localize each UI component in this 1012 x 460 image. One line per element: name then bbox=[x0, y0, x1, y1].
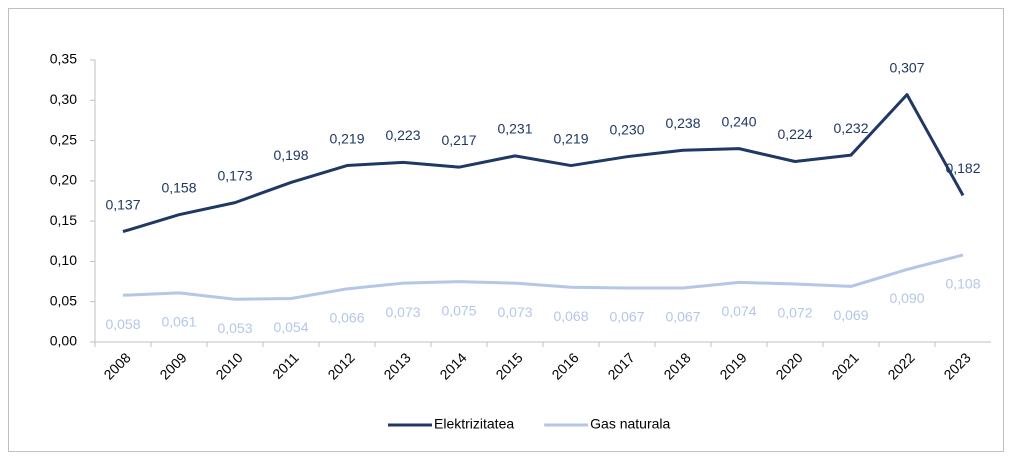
y-tick-label: 0,15 bbox=[50, 212, 77, 228]
series-line bbox=[122, 253, 964, 301]
data-label: 0,069 bbox=[833, 307, 868, 323]
data-label: 0,224 bbox=[777, 126, 812, 142]
series-line bbox=[122, 93, 965, 234]
data-label: 0,158 bbox=[161, 179, 196, 195]
y-tick-label: 0,30 bbox=[50, 91, 77, 107]
data-label: 0,068 bbox=[553, 308, 588, 324]
data-label: 0,108 bbox=[945, 276, 980, 292]
data-label: 0,067 bbox=[665, 309, 700, 325]
data-label: 0,137 bbox=[105, 196, 140, 212]
y-tick-label: 0,20 bbox=[50, 172, 77, 188]
data-label: 0,067 bbox=[609, 309, 644, 325]
data-label: 0,219 bbox=[553, 130, 588, 146]
data-label: 0,074 bbox=[721, 303, 756, 319]
legend-label: Gas naturala bbox=[590, 416, 670, 432]
data-label: 0,217 bbox=[441, 132, 476, 148]
y-tick-label: 0,25 bbox=[50, 131, 77, 147]
data-label: 0,072 bbox=[777, 305, 812, 321]
data-label: 0,058 bbox=[105, 316, 140, 332]
data-label: 0,054 bbox=[273, 319, 308, 335]
data-label: 0,232 bbox=[833, 120, 868, 136]
data-label: 0,075 bbox=[441, 302, 476, 318]
y-tick-label: 0,00 bbox=[50, 333, 77, 349]
data-label: 0,219 bbox=[329, 130, 364, 146]
data-label: 0,053 bbox=[217, 320, 252, 336]
chart-frame bbox=[8, 8, 1004, 452]
y-tick-label: 0,35 bbox=[50, 51, 77, 67]
data-label: 0,182 bbox=[945, 160, 980, 176]
data-label: 0,073 bbox=[497, 304, 532, 320]
data-label: 0,231 bbox=[497, 121, 532, 137]
data-label: 0,066 bbox=[329, 310, 364, 326]
data-label: 0,090 bbox=[889, 290, 924, 306]
legend-label: Elektrizitatea bbox=[434, 416, 514, 432]
data-label: 0,238 bbox=[665, 115, 700, 131]
data-label: 0,073 bbox=[385, 304, 420, 320]
data-label: 0,307 bbox=[889, 59, 924, 75]
data-label: 0,061 bbox=[161, 314, 196, 330]
data-label: 0,230 bbox=[609, 121, 644, 137]
data-label: 0,198 bbox=[273, 147, 308, 163]
y-tick-label: 0,10 bbox=[50, 252, 77, 268]
y-tick-label: 0,05 bbox=[50, 292, 77, 308]
data-label: 0,173 bbox=[217, 167, 252, 183]
data-label: 0,223 bbox=[385, 127, 420, 143]
data-label: 0,240 bbox=[721, 113, 756, 129]
